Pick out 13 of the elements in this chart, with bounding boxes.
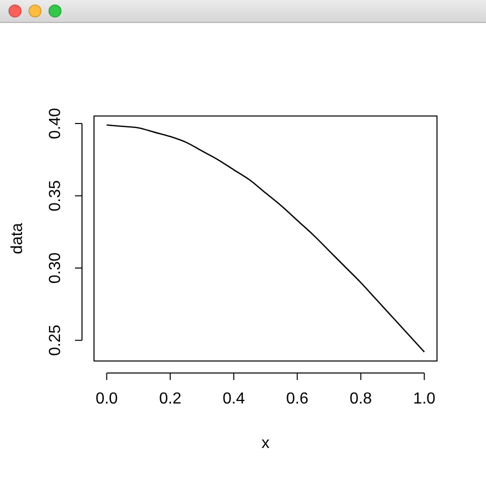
y-tick-label: 0.30 [47,252,64,284]
x-tick-label: 0.8 [350,390,372,408]
x-tick-label: 0.2 [159,390,182,408]
x-tick-label: 0.6 [286,390,308,408]
x-axis-title: x [262,435,270,452]
x-tick-label: 1.0 [413,390,436,408]
line-series [106,124,425,353]
y-tick-label: 0.25 [47,324,64,356]
y-tick-label: 0.35 [47,180,64,212]
x-tick-label: 0.4 [222,390,245,408]
y-axis-title: data [9,222,26,254]
x-tick-label: 0.0 [96,390,118,408]
y-tick-label: 0.40 [47,108,64,140]
